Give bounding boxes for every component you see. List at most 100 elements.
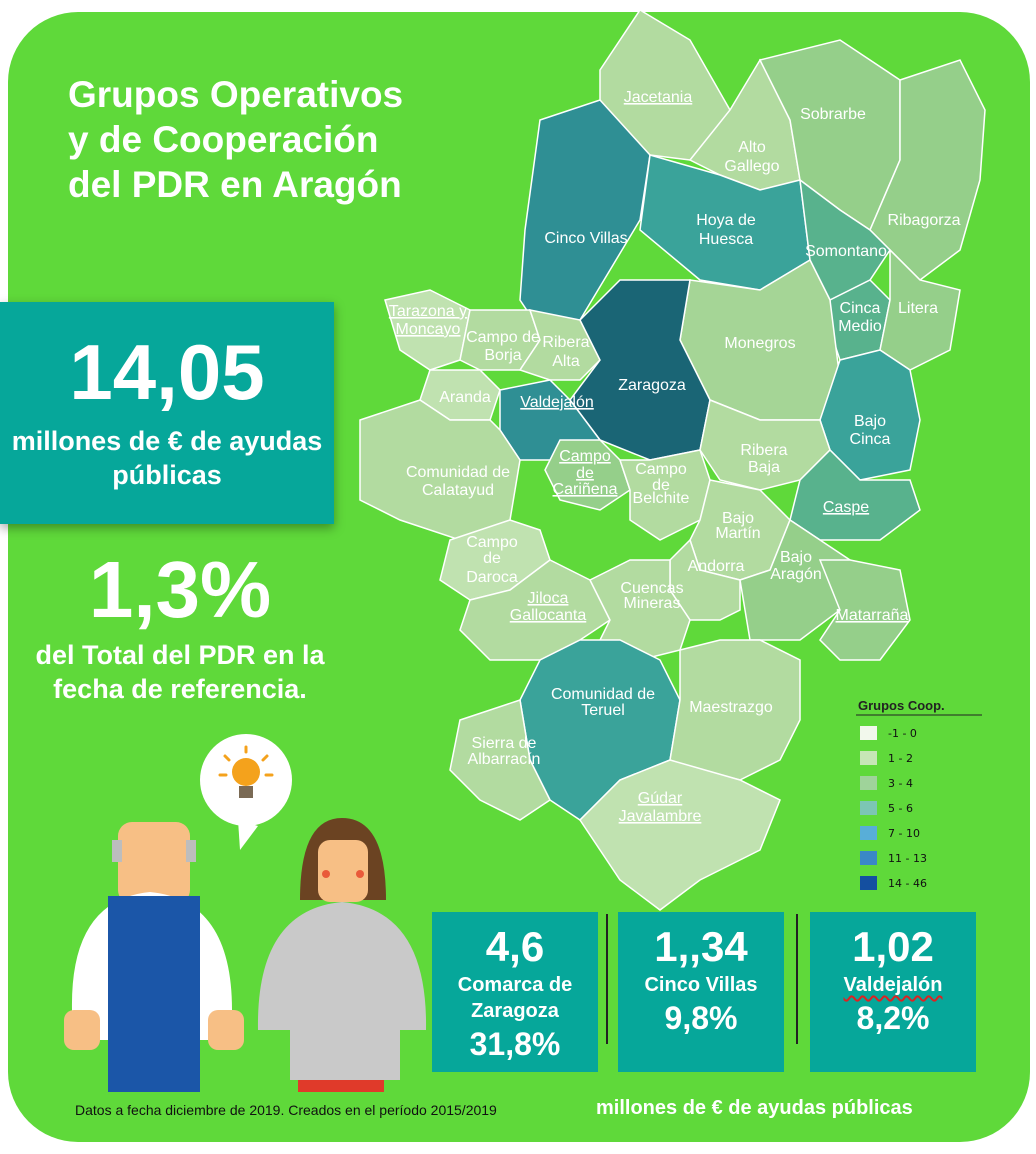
region-label-bajo-cinca: Bajo	[854, 413, 886, 430]
region-label-campo-de-daroca: de	[483, 550, 501, 567]
kpi-valdejalon-name: Valdejalón	[843, 974, 943, 996]
kpi-valdejalon-pct: 8,2%	[856, 1000, 930, 1036]
legend-label: 1 - 2	[888, 752, 913, 765]
region-label-jiloca-gallocanta: Jiloca	[528, 590, 569, 607]
region-label-campo-de-belchite: Belchite	[633, 490, 690, 507]
region-label-tarazona-y-moncayo: Tarazona y	[389, 303, 467, 320]
region-label-maestrazgo: Maestrazgo	[689, 699, 773, 716]
kpi-cinco-villas: 1,,34 Cinco Villas 9,8%	[618, 912, 784, 1072]
legend-label: -1 - 0	[888, 727, 917, 740]
legend-label: 14 - 46	[888, 877, 927, 890]
region-label-cuencas-mineras: Mineras	[624, 595, 681, 612]
legend-swatch	[860, 726, 877, 740]
total-aid-box: 14,05 millones de € de ayudas públicas	[0, 302, 334, 524]
region-label-alto-gallego: Alto	[738, 139, 766, 156]
legend-label: 3 - 4	[888, 777, 913, 790]
region-label-comunidad-de-calatayud: Comunidad de	[406, 464, 510, 481]
total-aid-caption: millones de € de ayudas públicas	[11, 426, 323, 490]
region-campo-de-carinena	[544, 439, 631, 511]
region-gudar-javalambre	[579, 759, 781, 911]
region-label-sierra-de-albarracin: Sierra de	[472, 735, 537, 752]
region-label-ribera-alta: Ribera	[542, 334, 589, 351]
region-label-cinca-medio: Cinca	[840, 300, 881, 317]
region-labels: Jacetania Alto Gallego Sobrarbe Ribagorza Cin…	[389, 89, 961, 825]
region-label-valdejalon: Valdejalón	[520, 394, 594, 411]
kpi-separator	[606, 914, 608, 1044]
region-label-andorra: Andorra	[688, 558, 745, 575]
kpi-cinco-villas-value: 1,,34	[654, 923, 748, 970]
region-label-campo-de-carinena: Cariñena	[553, 481, 618, 498]
region-label-monegros: Monegros	[724, 335, 795, 352]
footnote: Datos a fecha diciembre de 2019. Creados…	[75, 1102, 497, 1118]
region-label-campo-de-borja: Borja	[484, 347, 521, 364]
region-label-hoya-de-huesca: Huesca	[699, 231, 753, 248]
region-label-litera: Litera	[898, 300, 938, 317]
region-label-campo-de-belchite: de	[652, 477, 670, 494]
region-ribagorza	[869, 59, 986, 281]
region-label-bajo-martin: Martín	[715, 525, 760, 542]
map-legend: Grupos Coop. -1 - 0 1 - 2 3 - 4 5 - 6 7 - 10…	[856, 698, 982, 890]
legend-swatch	[860, 876, 877, 890]
scientist-figure	[257, 818, 427, 1092]
kpi-cinco-villas-name: Cinco Villas	[644, 974, 758, 996]
kpi-zaragoza-pct: 31,8%	[469, 1026, 561, 1062]
region-label-ribagorza: Ribagorza	[888, 212, 961, 229]
region-label-zaragoza: Zaragoza	[618, 377, 686, 394]
legend-label: 11 - 13	[888, 852, 927, 865]
region-label-caspe: Caspe	[823, 499, 869, 516]
region-maestrazgo	[669, 639, 801, 781]
region-label-bajo-cinca: Cinca	[850, 431, 891, 448]
region-label-ribera-baja: Ribera	[740, 442, 787, 459]
region-label-campo-de-carinena: de	[576, 465, 594, 482]
region-label-gudar-javalambre: Javalambre	[619, 808, 702, 825]
region-label-ribera-baja: Baja	[748, 459, 780, 476]
pdr-share-caption: del Total del PDR en la fecha de referen…	[35, 640, 325, 704]
kpi-cinco-villas-pct: 9,8%	[664, 1000, 738, 1036]
region-label-sierra-de-albarracin: Albarracín	[468, 751, 541, 768]
region-sierra-de-albarracin	[449, 699, 551, 821]
region-cinco-villas	[519, 99, 651, 331]
lightbulb-icon	[200, 734, 292, 850]
region-label-bajo-aragon: Aragón	[770, 566, 822, 583]
region-matarrana	[818, 559, 911, 661]
region-jiloca-gallocanta	[459, 559, 611, 661]
region-litera	[879, 248, 961, 371]
region-comunidad-de-calatayud	[359, 399, 521, 541]
kpi-zaragoza-value: 4,6	[485, 923, 545, 970]
region-label-campo-de-belchite: Campo	[635, 461, 687, 478]
region-label-campo-de-daroca: Daroca	[466, 569, 518, 586]
pdr-share-value: 1,3%	[88, 545, 272, 634]
kpi-valdejalon-value: 1,02	[852, 923, 934, 970]
region-label-comunidad-de-teruel: Teruel	[581, 702, 625, 719]
footer-units: millones de € de ayudas públicas	[596, 1097, 913, 1119]
region-label-campo-de-daroca: Campo	[466, 534, 518, 551]
legend-label: 5 - 6	[888, 802, 913, 815]
kpi-zaragoza: 4,6 Comarca de Zaragoza 31,8%	[432, 912, 598, 1072]
region-label-bajo-martin: Bajo	[722, 510, 754, 527]
region-label-sobrarbe: Sobrarbe	[800, 106, 866, 123]
legend-swatch	[860, 851, 877, 865]
region-label-campo-de-carinena: Campo	[559, 448, 611, 465]
region-label-somontano: Somontano	[805, 243, 887, 260]
page-title: Grupos Operativos y de Cooperación del P…	[68, 74, 404, 205]
region-label-jacetania: Jacetania	[624, 89, 693, 106]
region-label-campo-de-borja: Campo de	[466, 329, 540, 346]
region-label-ribera-alta: Alta	[552, 353, 580, 370]
region-label-gudar-javalambre: Gúdar	[638, 790, 683, 807]
pdr-share-block: 1,3% del Total del PDR en la fecha de re…	[0, 548, 360, 706]
farmer-figure	[64, 822, 244, 1092]
legend-swatch	[860, 776, 877, 790]
legend-swatch	[860, 801, 877, 815]
legend-swatch	[860, 751, 877, 765]
region-shapes	[359, 8, 986, 911]
legend-label: 7 - 10	[888, 827, 920, 840]
kpi-separator	[796, 914, 798, 1044]
region-label-cinco-villas: Cinco Villas	[544, 230, 627, 247]
region-label-matarrana: Matarraña	[836, 607, 909, 624]
total-aid-value: 14,05	[69, 328, 265, 416]
legend-swatch	[860, 826, 877, 840]
region-label-cuencas-mineras: Cuencas	[620, 580, 683, 597]
region-label-bajo-aragon: Bajo	[780, 549, 812, 566]
